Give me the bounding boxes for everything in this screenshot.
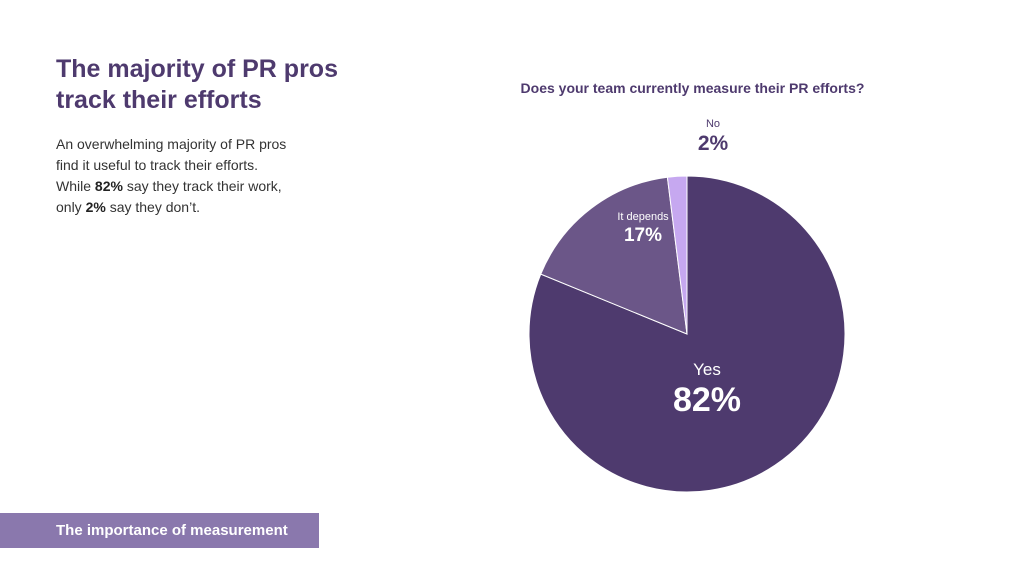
footer-section-label: The importance of measurement [56,522,288,539]
description-part-3: say they don’t. [105,199,200,215]
slice-label-no: No [706,118,720,130]
pie-slice-no [666,175,688,335]
highlight-yes-percent: 82% [94,178,123,194]
page-title: The majority of PR pros track their effo… [56,54,386,116]
pie-slice-it-depends [540,176,688,335]
slice-label-yes: Yes [693,360,721,379]
slice-label-it-depends: It depends [617,211,669,223]
description-part-2: say they track their work, only [56,178,282,215]
slice-value-no: 2% [698,132,729,155]
footer-section-bar: The importance of measurement [0,513,319,548]
highlight-no-percent: 2% [85,199,106,215]
description-text: An overwhelming majority of PR pros find… [56,134,296,218]
pie-slice-yes [528,175,846,493]
slice-value-yes: 82% [673,381,741,419]
title-line-2: track their efforts [56,86,262,114]
description-part-1: An overwhelming majority of PR pros find… [56,136,287,194]
chart-title: Does your team currently measure their P… [520,80,865,96]
slice-value-it-depends: 17% [624,225,662,246]
title-line-1: The majority of PR pros [56,55,338,83]
